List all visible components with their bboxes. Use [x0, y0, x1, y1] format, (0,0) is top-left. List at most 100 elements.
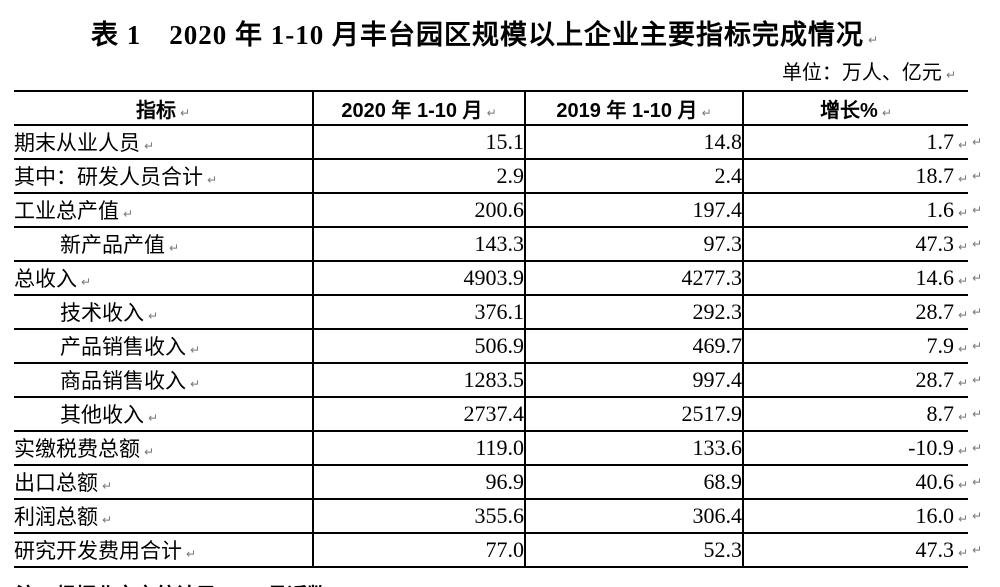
paragraph-mark-icon: ↵	[957, 512, 968, 526]
value-2019-cell: 2517.9	[524, 397, 743, 432]
growth-cell: 40.6 ↵	[742, 465, 968, 500]
table-row: 产品销售收入 ↵ 506.9 469.7 7.9 ↵ ↵	[14, 329, 1000, 364]
row-end-cell: ↵	[968, 431, 1000, 465]
row-end-cell: ↵	[968, 125, 1000, 159]
growth-value: 40.6	[915, 469, 954, 494]
paragraph-mark-icon: ↵	[102, 479, 113, 493]
row-end-cell: ↵	[968, 363, 1000, 397]
row-end-mark-icon: ↵	[972, 543, 983, 557]
paragraph-mark-icon: ↵	[957, 274, 968, 288]
table-row: 新产品产值 ↵ 143.3 97.3 47.3 ↵ ↵	[14, 227, 1000, 262]
unit-note-text: 单位：万人、亿元	[781, 62, 942, 84]
paragraph-mark-icon: ↵	[957, 478, 968, 492]
value-2020-cell: 2.9	[312, 159, 525, 194]
indicator-label: 利润总额	[14, 505, 98, 529]
growth-cell: 47.3 ↵	[742, 227, 968, 262]
indicator-cell: 工业总产值 ↵	[14, 193, 313, 228]
col-header-2019-label: 2019 年 1-10 月	[556, 99, 698, 122]
paragraph-mark-icon: ↵	[486, 105, 497, 120]
row-end-mark-icon: ↵	[972, 135, 983, 149]
paragraph-mark-icon: ↵	[81, 275, 92, 289]
paragraph-mark-icon: ↵	[207, 173, 218, 187]
paragraph-mark-icon: ↵	[148, 309, 159, 323]
growth-cell: 16.0 ↵	[742, 499, 968, 534]
value-2020-cell: 376.1	[312, 295, 525, 330]
table-title-text: 表 1 2020 年 1-10 月丰台园区规模以上企业主要指标完成情况	[90, 20, 864, 50]
indicator-cell: 期末从业人员 ↵	[14, 125, 313, 160]
value-2019-cell: 52.3	[524, 533, 743, 568]
row-end-cell: ↵	[968, 261, 1000, 295]
indicator-label: 产品销售收入	[60, 335, 186, 359]
table-row: 实缴税费总额 ↵ 119.0 133.6 -10.9 ↵ ↵	[14, 431, 1000, 466]
row-end-mark-icon: ↵	[972, 237, 983, 251]
paragraph-mark-icon: ↵	[957, 444, 968, 458]
indicator-label: 出口总额	[14, 471, 98, 495]
row-end-mark-icon: ↵	[972, 407, 983, 421]
footnote: 注：根据北京市统计局 1-10 月返数↵	[16, 579, 1000, 587]
row-end-mark-icon: ↵	[972, 169, 983, 183]
col-header-2020: 2020 年 1-10 月 ↵	[312, 90, 525, 126]
growth-value: 1.6	[926, 197, 954, 222]
growth-value: 14.6	[915, 265, 954, 290]
growth-cell: -10.9 ↵	[742, 431, 968, 466]
indicator-label: 期末从业人员	[14, 131, 140, 155]
value-2019-cell: 292.3	[524, 295, 743, 330]
value-2020-cell: 506.9	[312, 329, 525, 364]
growth-value: 28.7	[915, 367, 954, 392]
row-end-mark-icon: ↵	[972, 509, 983, 523]
value-2020-cell: 143.3	[312, 227, 525, 262]
growth-cell: 1.6 ↵	[742, 193, 968, 228]
growth-value: 28.7	[915, 299, 954, 324]
indicator-label: 工业总产值	[14, 199, 119, 223]
paragraph-mark-icon: ↵	[881, 105, 892, 120]
value-2019-cell: 197.4	[524, 193, 743, 228]
paragraph-mark-icon: ↵	[102, 513, 113, 527]
indicator-label: 其他收入	[60, 403, 144, 427]
paragraph-mark-icon: ↵	[148, 411, 159, 425]
table-row: 其他收入 ↵ 2737.4 2517.9 8.7 ↵ ↵	[14, 397, 1000, 432]
row-end-cell: ↵	[968, 193, 1000, 227]
paragraph-mark-icon: ↵	[957, 240, 968, 254]
indicators-table: 指标 ↵ 2020 年 1-10 月 ↵ 2019 年 1-10 月 ↵ 增长% ↵ 期…	[14, 90, 1000, 568]
unit-note: 单位：万人、亿元 ↵	[0, 56, 1000, 85]
col-header-indicator: 指标 ↵	[14, 90, 313, 126]
value-2019-cell: 133.6	[524, 431, 743, 466]
paragraph-mark-icon: ↵	[701, 105, 712, 120]
row-end-cell: ↵	[968, 397, 1000, 431]
header-row: 指标 ↵ 2020 年 1-10 月 ↵ 2019 年 1-10 月 ↵ 增长% ↵	[14, 90, 1000, 126]
paragraph-mark-icon: ↵	[945, 68, 956, 82]
row-end-mark-icon: ↵	[972, 475, 983, 489]
growth-cell: 7.9 ↵	[742, 329, 968, 364]
value-2020-cell: 200.6	[312, 193, 525, 228]
growth-value: 18.7	[915, 163, 954, 188]
value-2019-cell: 68.9	[524, 465, 743, 500]
paragraph-mark-icon: ↵	[957, 308, 968, 322]
paragraph-mark-icon: ↵	[186, 547, 197, 561]
table-row: 其中：研发人员合计 ↵ 2.9 2.4 18.7 ↵ ↵	[14, 159, 1000, 194]
indicator-cell: 新产品产值 ↵	[14, 227, 313, 262]
row-end-mark-icon: ↵	[972, 305, 983, 319]
indicator-label: 商品销售收入	[60, 369, 186, 393]
growth-value: 7.9	[926, 333, 954, 358]
indicator-label: 新产品产值	[60, 233, 165, 257]
paragraph-mark-icon: ↵	[123, 207, 134, 221]
value-2020-cell: 77.0	[312, 533, 525, 568]
indicator-label: 技术收入	[60, 301, 144, 325]
row-end-cell: ↵	[968, 465, 1000, 499]
paragraph-mark-icon: ↵	[867, 33, 880, 47]
table-row: 工业总产值 ↵ 200.6 197.4 1.6 ↵ ↵	[14, 193, 1000, 228]
growth-value: -10.9	[908, 435, 954, 460]
table-body: 期末从业人员 ↵ 15.1 14.8 1.7 ↵ ↵ 其中：研发人员合计 ↵ 2.9 …	[14, 125, 1000, 568]
paragraph-mark-icon: ↵	[957, 172, 968, 186]
value-2019-cell: 997.4	[524, 363, 743, 398]
growth-value: 47.3	[915, 231, 954, 256]
value-2020-cell: 96.9	[312, 465, 525, 500]
footnote-text: 注：根据北京市统计局 1-10 月返数	[16, 585, 327, 587]
row-end-cell: ↵	[968, 533, 1000, 567]
indicator-cell: 其中：研发人员合计 ↵	[14, 159, 313, 194]
indicator-cell: 总收入 ↵	[14, 261, 313, 296]
value-2019-cell: 14.8	[524, 125, 743, 160]
growth-cell: 47.3 ↵	[742, 533, 968, 568]
indicator-cell: 商品销售收入 ↵	[14, 363, 313, 398]
row-end-mark-icon: ↵	[972, 339, 983, 353]
